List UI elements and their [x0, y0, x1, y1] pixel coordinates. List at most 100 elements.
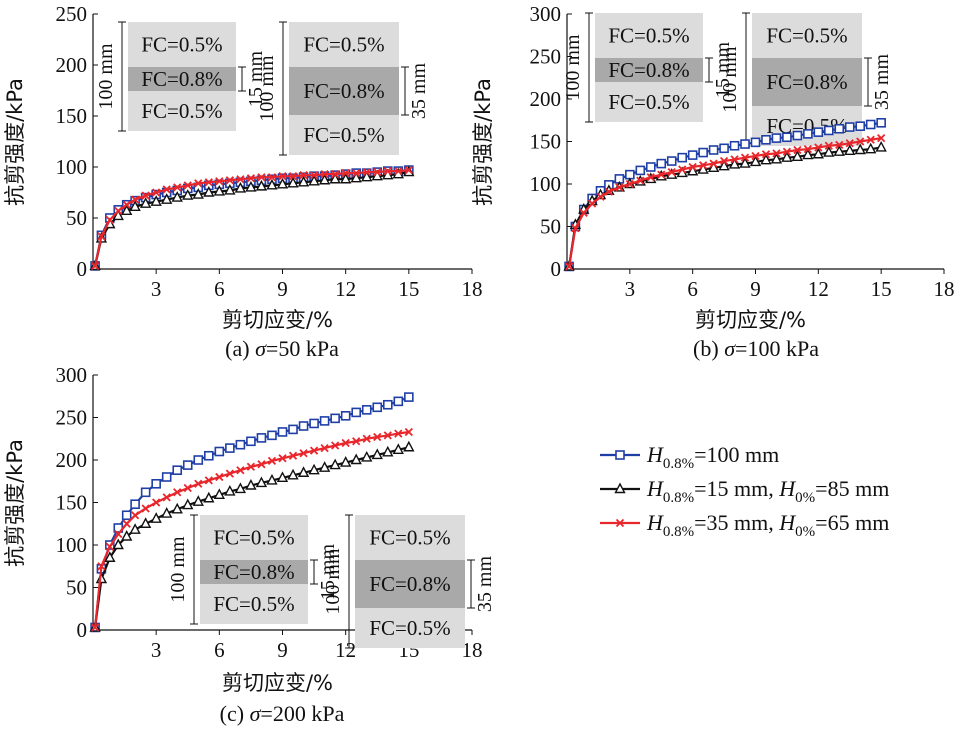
series-red [90, 165, 413, 271]
data-point-blue [824, 125, 834, 136]
inset-label-0: FC=0.5% [213, 526, 294, 550]
data-point-red [122, 519, 131, 528]
data-point-red [194, 479, 203, 488]
data-point-blue [708, 145, 719, 155]
data-point-blue [130, 499, 140, 510]
data-point-black [287, 176, 299, 188]
data-point-red [404, 427, 413, 437]
x-tick-label: 18 [462, 638, 483, 662]
data-point-blue [625, 169, 635, 180]
inset-layer-bottom [289, 115, 399, 155]
x-axis-label: 剪切应变/% [695, 308, 806, 332]
data-point-red [709, 159, 718, 168]
data-point-red [751, 151, 760, 161]
y-tick-label: 0 [77, 618, 88, 642]
data-point-blue [340, 410, 351, 421]
legend-marker [615, 518, 625, 528]
data-point-red [204, 476, 213, 485]
data-point-black [308, 174, 320, 186]
x-tick-label: 3 [151, 638, 162, 662]
data-point-black [234, 482, 247, 494]
data-point-black [245, 479, 257, 490]
data-point-blue [740, 139, 750, 149]
inset-layer-top [355, 515, 465, 560]
data-point-blue [288, 424, 298, 435]
data-point-black [318, 461, 331, 472]
inset-label-1: FC=0.8% [369, 572, 450, 596]
data-point-black [297, 466, 310, 477]
data-point-black [854, 143, 866, 155]
legend-text-part: =65 mm [815, 510, 889, 535]
caption-part: σ [250, 701, 262, 726]
data-point-black [749, 155, 762, 167]
data-point-black [224, 484, 236, 496]
legend-item-black: H0.8%=15 mm, H0%=85 mm [600, 476, 889, 506]
y-tick-label: 200 [530, 87, 562, 111]
data-point-red [625, 179, 634, 189]
legend-text-part: =15 mm, [694, 476, 779, 501]
data-point-red [90, 623, 100, 632]
data-point-red [845, 139, 854, 148]
x-tick-label: 6 [687, 277, 698, 301]
data-point-blue [214, 446, 225, 457]
data-point-red [587, 199, 597, 208]
data-point-blue [635, 165, 646, 176]
inset-layer-middle [355, 560, 465, 608]
data-point-black [203, 186, 215, 197]
data-point-red [772, 149, 781, 158]
legend-label: H0.8%=15 mm, H0%=85 mm [646, 476, 889, 506]
legend-label: H0.8%=35 mm, H0%=65 mm [646, 510, 889, 540]
data-point-red [215, 177, 224, 186]
data-point-black [340, 456, 352, 467]
dim-label-middle: 35 mm [474, 556, 496, 613]
legend-text-part: H [646, 476, 664, 501]
data-point-black [781, 151, 793, 162]
data-point-black [760, 153, 772, 165]
data-point-black [350, 171, 362, 183]
x-axis-label: 剪切应变/% [222, 308, 333, 332]
data-point-red [122, 200, 131, 209]
legend-marker [614, 482, 626, 494]
data-point-blue [771, 133, 782, 143]
data-point-black [371, 448, 383, 460]
data-point-black [104, 551, 116, 562]
data-point-black [812, 147, 824, 159]
data-point-blue [382, 399, 393, 410]
data-point-blue [656, 158, 667, 169]
x-tick-label: 12 [335, 277, 356, 301]
data-point-red [299, 171, 308, 180]
data-point-blue [161, 472, 172, 482]
data-point-red [204, 178, 213, 187]
data-point-red [856, 137, 865, 146]
data-point-black [297, 175, 310, 187]
data-point-red [604, 187, 614, 196]
data-point-red [267, 173, 277, 182]
data-point-blue [404, 392, 414, 402]
data-point-black [403, 440, 415, 452]
legend-label: H0.8%=100 mm [646, 442, 779, 472]
data-point-black [129, 523, 141, 534]
legend-text-part: H [778, 476, 796, 501]
data-point-blue [277, 427, 288, 437]
dim-label-total: 100 mm [719, 46, 741, 113]
data-point-black [770, 152, 783, 164]
y-tick-label: 0 [551, 257, 562, 281]
inset-label-0: FC=0.5% [303, 33, 384, 57]
data-point-blue [687, 150, 698, 160]
data-point-blue [140, 487, 151, 498]
inset-layer-top [128, 22, 236, 67]
dim-label-middle: 15 mm [317, 544, 339, 601]
data-point-red [152, 188, 161, 197]
data-point-red [866, 135, 875, 144]
data-point-red [309, 446, 319, 455]
y-tick-label: 100 [56, 155, 88, 179]
data-point-blue [319, 416, 330, 426]
inset-label-2: FC=0.5% [608, 90, 689, 114]
data-point-black [361, 450, 373, 462]
inset-layer-top [595, 13, 703, 58]
series-red [90, 427, 413, 632]
data-point-red [257, 173, 266, 182]
data-point-black [287, 468, 299, 480]
dim-label-total: 100 mm [562, 34, 584, 101]
data-point-black [192, 188, 204, 199]
